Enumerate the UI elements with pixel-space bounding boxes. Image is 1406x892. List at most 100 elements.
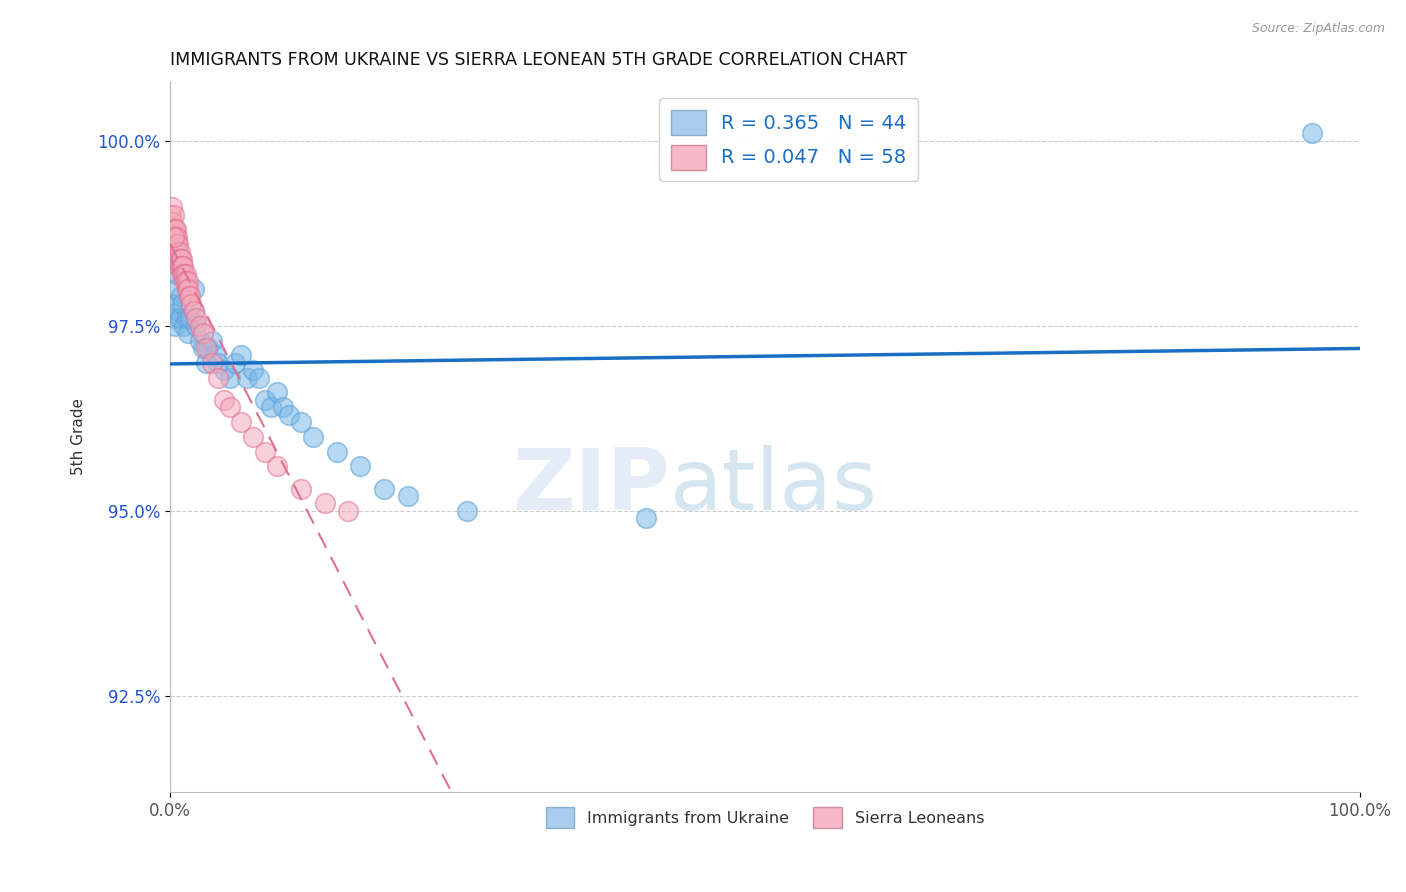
Point	[194, 356, 217, 370]
Point	[170, 252, 193, 266]
Point	[165, 237, 187, 252]
Point	[169, 260, 191, 274]
Point	[254, 392, 277, 407]
Point	[165, 282, 187, 296]
Point	[165, 244, 187, 259]
Point	[163, 222, 186, 236]
Point	[456, 504, 478, 518]
Point	[271, 401, 294, 415]
Point	[177, 282, 200, 296]
Point	[163, 311, 186, 326]
Point	[169, 252, 191, 266]
Point	[236, 370, 259, 384]
Text: Source: ZipAtlas.com: Source: ZipAtlas.com	[1251, 22, 1385, 36]
Point	[163, 230, 186, 244]
Point	[224, 356, 246, 370]
Point	[207, 356, 229, 370]
Point	[186, 318, 208, 333]
Point	[218, 370, 240, 384]
Point	[167, 244, 190, 259]
Point	[163, 318, 186, 333]
Point	[242, 430, 264, 444]
Point	[337, 504, 360, 518]
Point	[177, 326, 200, 340]
Point	[396, 489, 419, 503]
Point	[163, 208, 186, 222]
Point	[170, 289, 193, 303]
Point	[170, 260, 193, 274]
Point	[166, 252, 188, 266]
Point	[176, 282, 198, 296]
Point	[165, 230, 187, 244]
Point	[290, 415, 312, 429]
Point	[170, 252, 193, 266]
Point	[160, 208, 183, 222]
Point	[177, 289, 200, 303]
Point	[179, 311, 201, 326]
Point	[207, 370, 229, 384]
Point	[349, 459, 371, 474]
Point	[254, 444, 277, 458]
Point	[173, 274, 195, 288]
Point	[1301, 126, 1323, 140]
Point	[247, 370, 270, 384]
Point	[167, 304, 190, 318]
Point	[218, 401, 240, 415]
Point	[266, 459, 288, 474]
Point	[231, 348, 253, 362]
Point	[174, 267, 197, 281]
Point	[174, 274, 197, 288]
Legend: Immigrants from Ukraine, Sierra Leoneans: Immigrants from Ukraine, Sierra Leoneans	[538, 801, 990, 834]
Point	[314, 496, 336, 510]
Point	[212, 363, 235, 377]
Point	[201, 356, 224, 370]
Point	[172, 267, 194, 281]
Point	[169, 311, 191, 326]
Point	[163, 230, 186, 244]
Point	[163, 222, 186, 236]
Point	[180, 296, 202, 310]
Point	[634, 511, 657, 525]
Point	[162, 200, 184, 214]
Point	[170, 267, 193, 281]
Text: IMMIGRANTS FROM UKRAINE VS SIERRA LEONEAN 5TH GRADE CORRELATION CHART: IMMIGRANTS FROM UKRAINE VS SIERRA LEONEA…	[170, 51, 907, 69]
Point	[183, 304, 205, 318]
Point	[166, 237, 188, 252]
Point	[170, 296, 193, 310]
Point	[167, 237, 190, 252]
Text: ZIP: ZIP	[512, 445, 669, 528]
Point	[188, 334, 211, 348]
Point	[170, 260, 193, 274]
Point	[290, 482, 312, 496]
Point	[194, 341, 217, 355]
Point	[165, 222, 187, 236]
Point	[186, 311, 208, 326]
Point	[176, 311, 198, 326]
Point	[166, 230, 188, 244]
Point	[373, 482, 395, 496]
Point	[260, 401, 283, 415]
Point	[212, 392, 235, 407]
Point	[167, 260, 190, 274]
Point	[163, 237, 186, 252]
Point	[166, 267, 188, 281]
Point	[172, 260, 194, 274]
Point	[173, 267, 195, 281]
Point	[193, 326, 215, 340]
Point	[201, 334, 224, 348]
Point	[278, 408, 301, 422]
Point	[197, 341, 219, 355]
Point	[173, 318, 195, 333]
Point	[160, 222, 183, 236]
Y-axis label: 5th Grade: 5th Grade	[72, 399, 86, 475]
Point	[188, 318, 211, 333]
Point	[183, 304, 205, 318]
Point	[183, 282, 205, 296]
Point	[242, 363, 264, 377]
Point	[177, 274, 200, 288]
Point	[193, 341, 215, 355]
Point	[231, 415, 253, 429]
Point	[204, 348, 226, 362]
Point	[169, 244, 191, 259]
Point	[167, 252, 190, 266]
